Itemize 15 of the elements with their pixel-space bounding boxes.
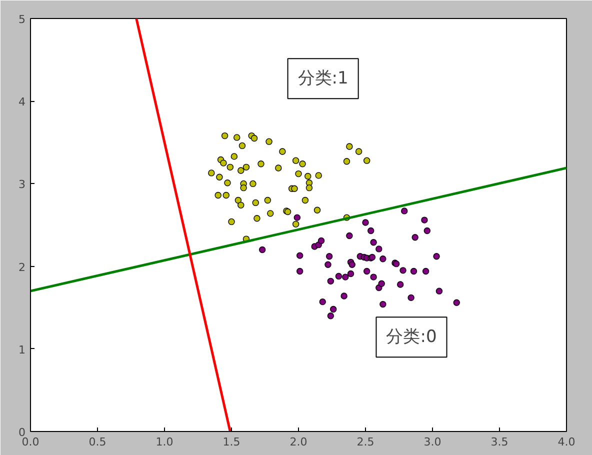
x-tick-label: 1.0 — [156, 436, 174, 448]
x-tick-label: 3.5 — [490, 436, 508, 448]
x-tick-label: 3.0 — [424, 436, 442, 448]
y-tick-label: 2 — [18, 260, 26, 274]
annotation: 分类:1 — [298, 68, 348, 89]
annotation: 分类:0 — [386, 327, 437, 348]
x-tick-label: 1.5 — [222, 436, 240, 448]
x-tick-label: 2.5 — [356, 436, 374, 448]
x-tick-label: 0.5 — [88, 436, 106, 448]
y-tick-label: 4 — [18, 96, 26, 109]
x-tick-label: 4.0 — [558, 436, 576, 448]
y-tick-label: 1 — [18, 343, 26, 356]
x-tick-label: 2.0 — [290, 436, 308, 448]
y-tick-label: 5 — [18, 13, 26, 26]
y-tick-label: 3 — [18, 178, 26, 192]
